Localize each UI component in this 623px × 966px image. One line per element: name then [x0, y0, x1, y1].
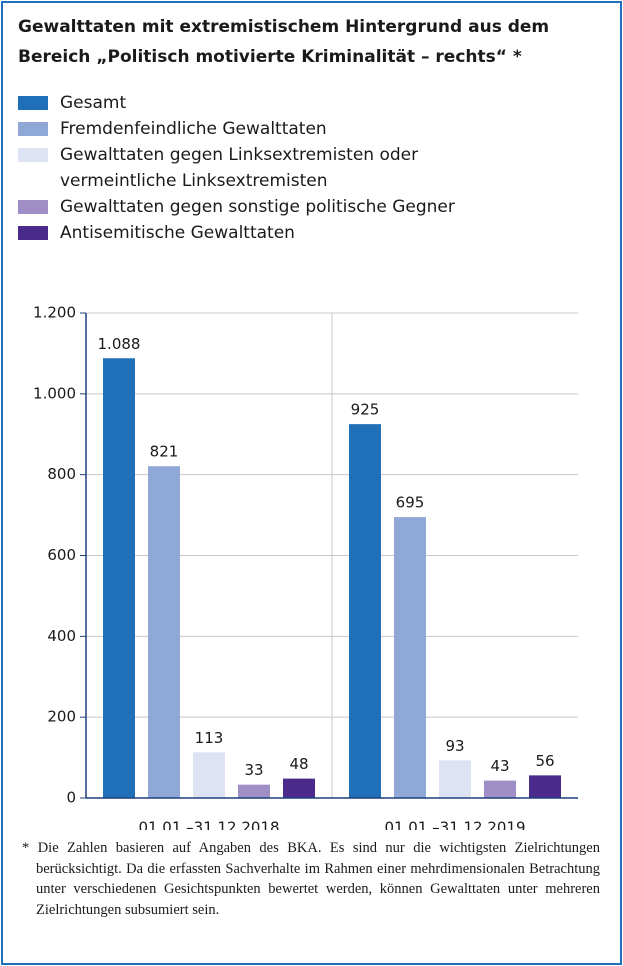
legend-item: Gesamt: [18, 90, 480, 116]
bar: [484, 780, 516, 798]
data-label: 33: [244, 761, 263, 779]
footnote: * Die Zahlen basieren auf Angaben des BK…: [22, 840, 600, 918]
x-tick-label: 01.01.–31.12.2018: [138, 819, 279, 831]
legend-item: Gewalttaten gegen sonstige politische Ge…: [18, 194, 480, 220]
bar: [193, 752, 225, 798]
data-label: 43: [490, 757, 509, 775]
bar: [103, 358, 135, 798]
legend: Gesamt Fremdenfeindliche Gewalttaten Gewal…: [18, 90, 480, 246]
y-tick-label: 200: [47, 708, 76, 726]
data-label: 695: [396, 494, 425, 512]
y-tick-label: 400: [47, 627, 76, 645]
data-label: 56: [535, 752, 554, 770]
y-tick-label: 600: [47, 546, 76, 564]
data-label: 48: [289, 755, 308, 773]
legend-label: Antisemitische Gewalttaten: [60, 223, 295, 243]
legend-swatch: [18, 148, 48, 162]
bar: [349, 424, 381, 798]
y-tick-label: 1.200: [33, 304, 76, 322]
data-label: 113: [195, 729, 224, 747]
legend-item: Antisemitische Gewalttaten: [18, 220, 480, 246]
data-label: 93: [445, 737, 464, 755]
chart-title: Gewalttaten mit extremistischem Hintergr…: [18, 17, 550, 67]
legend-label: Gewalttaten gegen Linksextremisten oder …: [60, 145, 419, 191]
legend-label: Gewalttaten gegen sonstige politische Ge…: [60, 197, 455, 217]
legend-item: Fremdenfeindliche Gewalttaten: [18, 116, 480, 142]
bar: [439, 760, 471, 798]
legend-swatch: [18, 200, 48, 214]
y-tick-label: 0: [66, 789, 76, 807]
data-label: 821: [150, 443, 179, 461]
x-tick-label: 01.01.–31.12.2019: [384, 819, 525, 831]
legend-label: Fremdenfeindliche Gewalttaten: [60, 119, 327, 139]
bar: [529, 775, 561, 798]
bar: [238, 784, 270, 798]
legend-swatch: [18, 226, 48, 240]
y-tick-label: 1.000: [33, 384, 76, 402]
chart: 0 200 400 600 800 1.000 1.200 01.01.–31.12.2018…: [33, 304, 578, 831]
bar: [148, 466, 180, 798]
legend-item: Gewalttaten gegen Linksextremisten oder …: [18, 142, 480, 194]
legend-label: Gesamt: [60, 93, 127, 113]
legend-swatch: [18, 96, 48, 110]
bar: [394, 517, 426, 798]
data-label: 1.088: [98, 335, 141, 353]
y-tick-label: 800: [47, 465, 76, 483]
legend-swatch: [18, 122, 48, 136]
bar: [283, 778, 315, 798]
data-label: 925: [351, 401, 380, 419]
